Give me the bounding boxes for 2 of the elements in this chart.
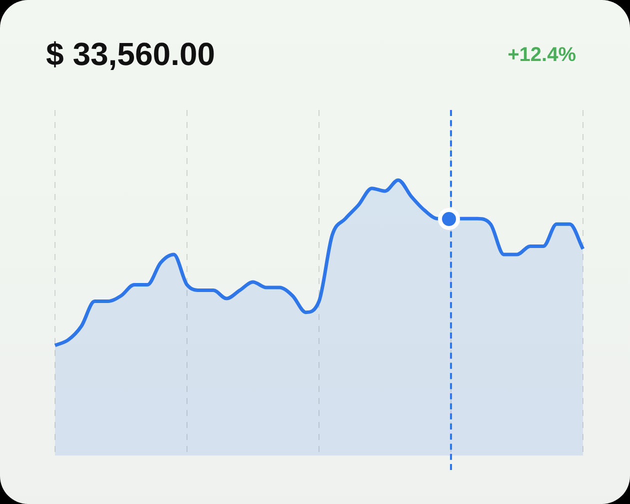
chart-title: $ 33,560.00 — [46, 36, 216, 73]
text: +12.4% — [508, 44, 576, 67]
